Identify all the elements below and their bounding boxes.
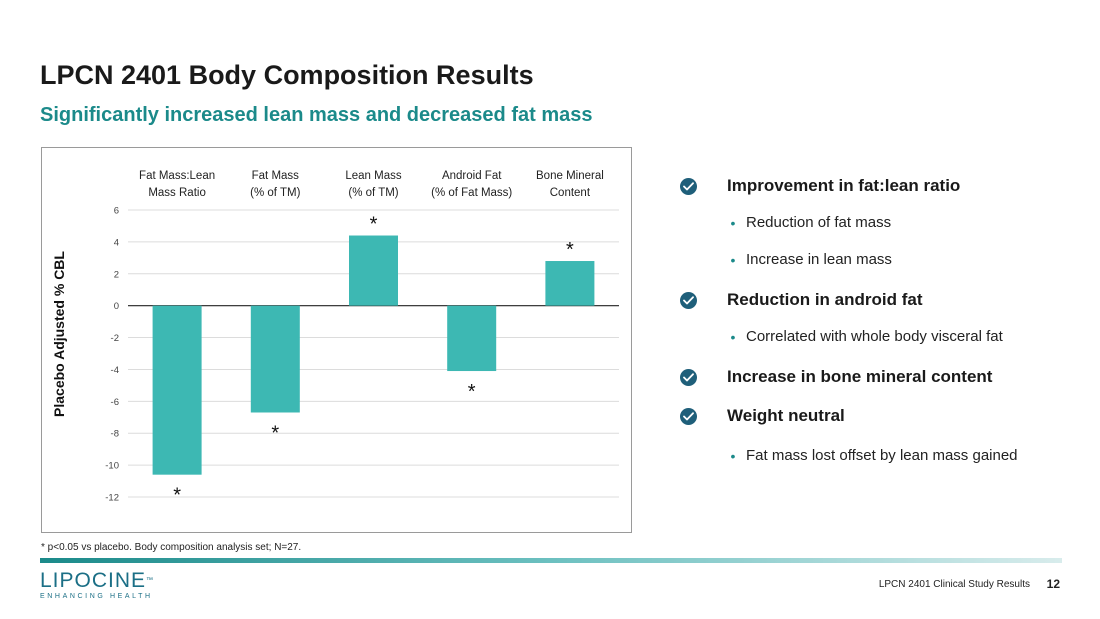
category-label: Fat Mass <box>252 170 300 182</box>
y-axis-label: Placebo Adjusted % CBL <box>51 251 67 417</box>
bullet-sub: • Fat mass lost offset by lean mass gaine… <box>680 447 1018 464</box>
bullet-dot-icon: • <box>730 251 736 268</box>
bullet-dot-icon: • <box>730 328 736 345</box>
category-label: Android Fat <box>442 170 502 182</box>
significance-marker: * <box>271 422 279 444</box>
bar <box>349 235 398 306</box>
y-tick-label: -8 <box>111 429 119 440</box>
category-label: (% of TM) <box>348 187 398 199</box>
y-tick-label: -12 <box>105 493 119 504</box>
logo-tagline: ENHANCING HEALTH <box>40 593 153 600</box>
category-label: (% of Fat Mass) <box>431 187 512 199</box>
bar <box>545 261 595 306</box>
slide-title: LPCN 2401 Body Composition Results <box>40 60 534 90</box>
bar-chart: 6 4 2 0 -2 -4 -6 -8 -10 -12 Fat Mass:Lean Mass Rati… <box>105 170 619 507</box>
significance-marker: * <box>566 239 574 261</box>
y-tick-label: 6 <box>114 206 119 217</box>
check-circle-icon <box>680 368 697 386</box>
category-label: Mass Ratio <box>148 187 206 199</box>
logo-wordmark: LIPOCINE™ <box>40 570 154 592</box>
significance-marker: * <box>370 214 378 236</box>
category-label: Bone Mineral <box>536 170 604 182</box>
logo-name: LIPOCINE <box>40 569 147 592</box>
significance-marker: * <box>173 485 181 507</box>
y-tick-label: -4 <box>111 365 119 376</box>
bar <box>250 305 300 413</box>
bullet-main: Increase in bone mineral content <box>680 367 992 387</box>
bullet-text: Increase in lean mass <box>746 251 892 268</box>
bullet-text: Improvement in fat:lean ratio <box>727 176 961 195</box>
category-label: Content <box>550 187 591 199</box>
y-tick-label: 2 <box>114 269 119 280</box>
bullet-text: Correlated with whole body visceral fat <box>746 328 1003 345</box>
check-circle-icon <box>680 291 697 309</box>
bullet-text: Weight neutral <box>727 406 845 425</box>
lipocine-logo: LIPOCINE™ ENHANCING HEALTH <box>40 570 154 601</box>
bullet-dot-icon: • <box>730 214 736 231</box>
bullet-main: Weight neutral <box>680 406 845 426</box>
bullet-dot-icon: • <box>730 447 736 464</box>
y-tick-label: 4 <box>114 237 119 248</box>
category-label: Lean Mass <box>345 170 402 182</box>
check-circle-icon <box>680 177 697 195</box>
bullet-main: Improvement in fat:lean ratio <box>680 176 960 196</box>
y-tick-label: 0 <box>114 301 119 312</box>
significance-marker: * <box>468 381 476 403</box>
y-tick-label: -2 <box>111 333 119 344</box>
bullet-sub: • Correlated with whole body visceral fat <box>680 328 1003 345</box>
category-label: (% of TM) <box>250 187 300 199</box>
bullet-main: Reduction in android fat <box>680 290 923 310</box>
category-label: Fat Mass:Lean <box>139 170 215 182</box>
page-number: 12 <box>1046 577 1060 591</box>
footnote: * p<0.05 vs placebo. Body composition an… <box>41 542 302 553</box>
y-tick-label: -6 <box>111 397 119 408</box>
check-circle-icon <box>680 407 697 425</box>
footer-divider <box>40 558 1062 563</box>
bullet-text: Fat mass lost offset by lean mass gained <box>746 447 1018 464</box>
footer-text: LPCN 2401 Clinical Study Results <box>878 579 1030 590</box>
bullet-text: Reduction in android fat <box>727 290 923 309</box>
bar <box>152 305 202 475</box>
chart-panel: 6 4 2 0 -2 -4 -6 -8 -10 -12 Fat Mass:Lean Mass Rati… <box>41 147 632 533</box>
bullet-text: Reduction of fat mass <box>746 214 892 231</box>
bullet-sub: • Increase in lean mass <box>680 251 892 268</box>
bar <box>447 305 497 372</box>
y-tick-label: -10 <box>105 461 119 472</box>
slide-subtitle: Significantly increased lean mass and de… <box>40 104 593 126</box>
logo-trademark: ™ <box>146 577 155 584</box>
bullet-sub: • Reduction of fat mass <box>680 214 892 231</box>
bullet-text: Increase in bone mineral content <box>727 367 993 386</box>
